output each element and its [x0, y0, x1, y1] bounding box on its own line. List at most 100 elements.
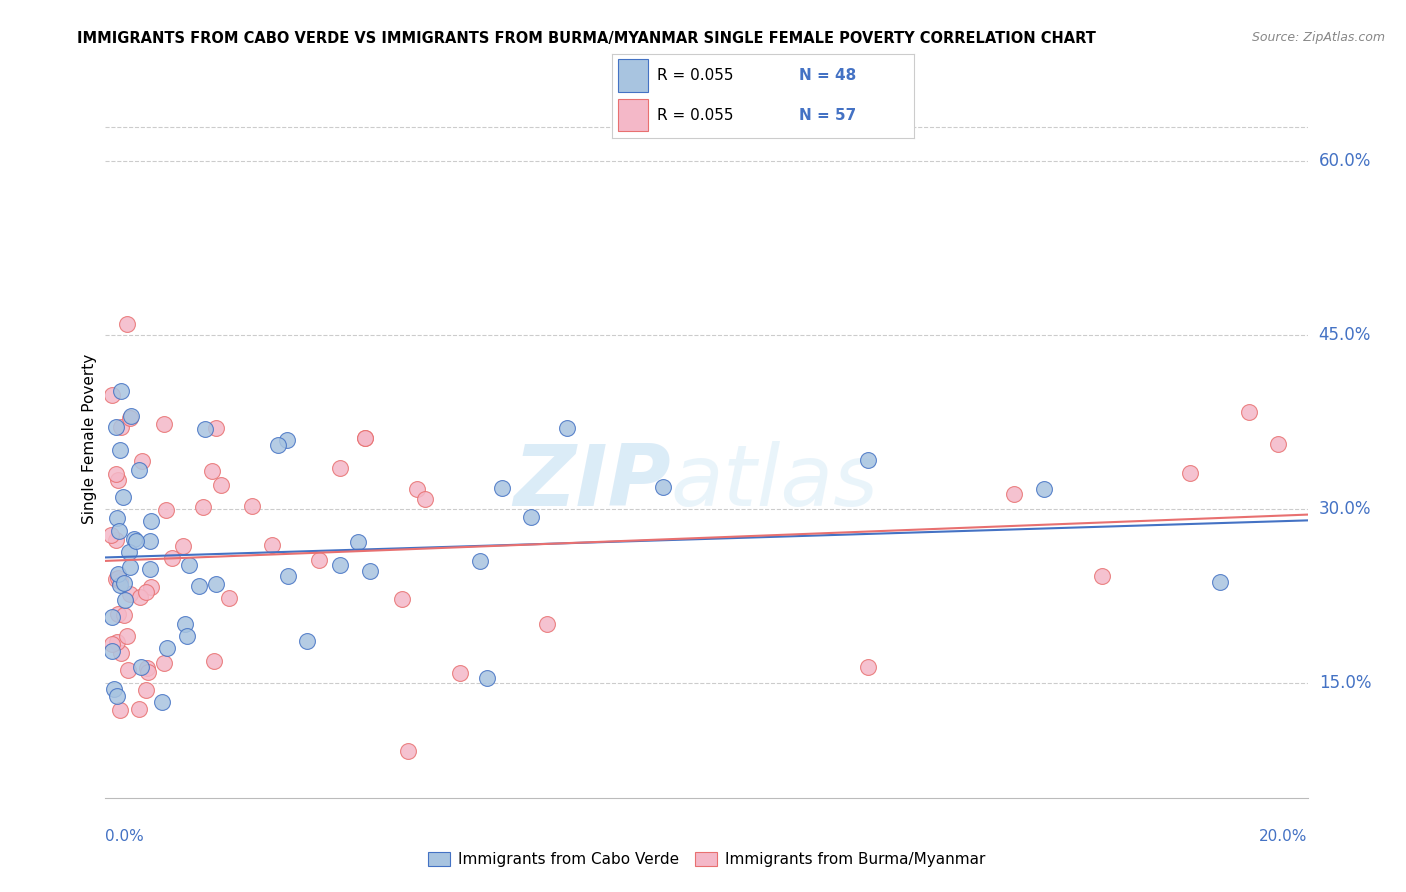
Point [139, 562, 162, 576]
Point [125, 533, 148, 548]
Point [107, 571, 129, 585]
Point [101, 637, 124, 651]
Point [1032, 482, 1054, 496]
Point [267, 438, 290, 452]
Point [115, 629, 138, 643]
Point [295, 634, 318, 648]
Bar [617, 60, 648, 92]
Bar [617, 99, 648, 131]
Point [103, 682, 125, 697]
Text: R = 0.055: R = 0.055 [657, 68, 734, 83]
Point [135, 585, 157, 599]
Point [856, 660, 879, 674]
Point [856, 453, 879, 467]
Point [406, 482, 429, 496]
Text: 15.0%: 15.0% [1319, 673, 1371, 691]
Point [188, 579, 211, 593]
Point [449, 665, 471, 680]
Point [118, 560, 141, 574]
Point [202, 654, 225, 668]
Point [153, 417, 176, 431]
Point [353, 431, 375, 445]
Text: 20.0%: 20.0% [1260, 830, 1308, 844]
Point [107, 473, 129, 487]
Point [1208, 575, 1230, 590]
Point [110, 574, 132, 588]
Point [107, 607, 129, 621]
Point [475, 671, 498, 685]
Text: R = 0.055: R = 0.055 [657, 108, 734, 123]
Point [101, 388, 124, 402]
Point [1267, 437, 1289, 451]
Point [1237, 405, 1260, 419]
Point [413, 491, 436, 506]
Point [276, 434, 298, 448]
Point [118, 545, 141, 559]
Text: Source: ZipAtlas.com: Source: ZipAtlas.com [1251, 31, 1385, 45]
Y-axis label: Single Female Poverty: Single Female Poverty [82, 354, 97, 524]
Point [218, 591, 240, 605]
Point [129, 660, 152, 674]
Text: ZIP: ZIP [513, 441, 671, 524]
Point [179, 558, 201, 572]
Point [651, 480, 673, 494]
Point [277, 568, 299, 582]
Text: N = 48: N = 48 [799, 68, 856, 83]
Point [520, 510, 543, 524]
Point [101, 610, 124, 624]
Point [129, 591, 152, 605]
Point [122, 533, 145, 547]
Point [194, 422, 217, 436]
Point [105, 510, 128, 524]
Point [174, 617, 197, 632]
Point [353, 431, 375, 445]
Point [139, 514, 162, 528]
Point [104, 533, 127, 547]
Text: 60.0%: 60.0% [1319, 153, 1371, 170]
Point [135, 683, 157, 698]
Point [555, 420, 578, 434]
Point [191, 500, 214, 514]
Point [150, 695, 173, 709]
Point [1180, 467, 1202, 481]
Point [1091, 568, 1114, 582]
Text: 30.0%: 30.0% [1319, 500, 1371, 517]
Point [1002, 487, 1025, 501]
Point [110, 443, 132, 458]
Point [118, 587, 141, 601]
Point [105, 689, 128, 703]
Point [136, 665, 159, 679]
Point [117, 663, 139, 677]
Point [536, 617, 558, 632]
Text: atlas: atlas [671, 441, 879, 524]
Point [139, 580, 162, 594]
Point [201, 464, 224, 478]
Point [209, 477, 232, 491]
Point [308, 552, 330, 566]
Point [100, 528, 122, 542]
Point [121, 409, 143, 423]
Point [111, 490, 134, 504]
Point [112, 607, 135, 622]
Point [101, 644, 124, 658]
Point [391, 591, 413, 606]
Point [138, 534, 160, 549]
Point [110, 420, 132, 434]
Point [108, 703, 131, 717]
Point [156, 641, 179, 656]
Point [347, 534, 370, 549]
Point [105, 572, 128, 586]
Text: 45.0%: 45.0% [1319, 326, 1371, 344]
Point [205, 577, 228, 591]
Point [118, 411, 141, 425]
Point [105, 420, 128, 434]
Point [128, 462, 150, 476]
Point [160, 550, 183, 565]
Point [114, 592, 136, 607]
Point [240, 499, 263, 513]
Point [205, 421, 228, 435]
Point [131, 454, 153, 468]
Point [359, 564, 381, 578]
Point [172, 539, 194, 553]
Point [329, 558, 352, 573]
